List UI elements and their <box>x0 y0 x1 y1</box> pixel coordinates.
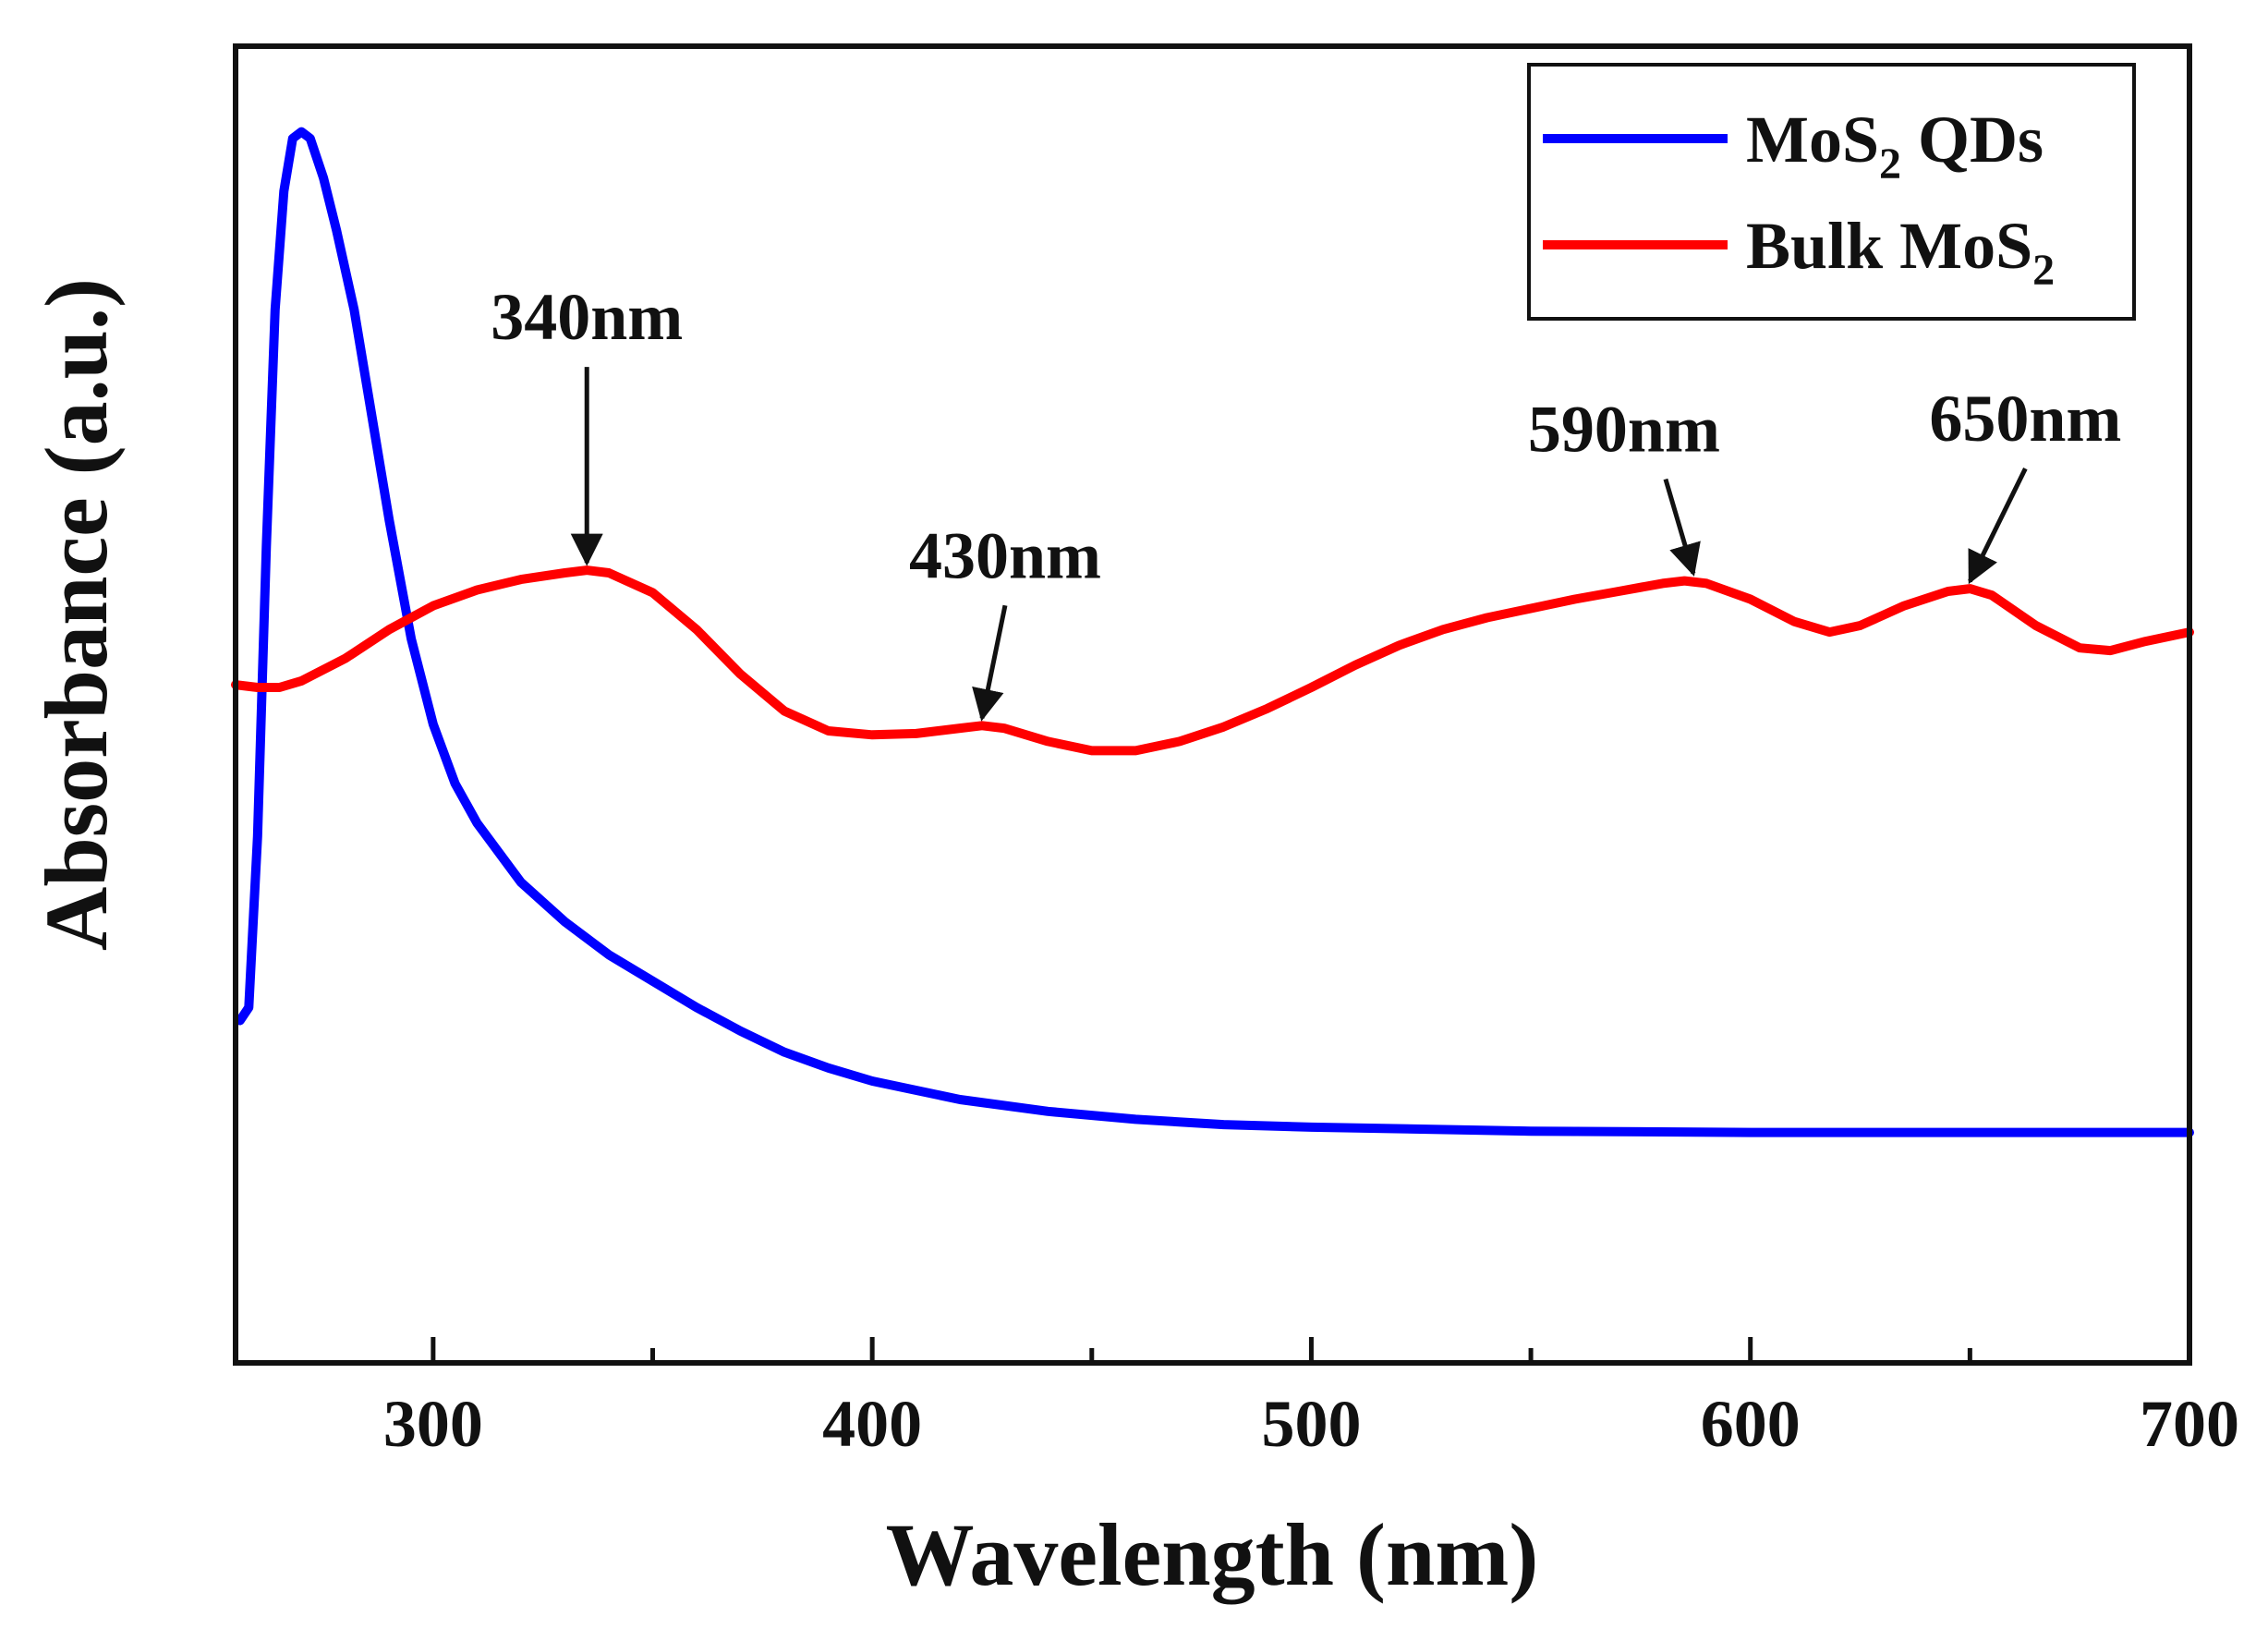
annotation-label: 430nm <box>909 518 1101 592</box>
annotation-layer: 340nm 430nm 590nm 650nm <box>491 280 2121 722</box>
series-layer <box>231 127 2194 1137</box>
legend-box <box>1527 63 2136 321</box>
annotation-label: 650nm <box>1929 382 2121 456</box>
annotation-arrow <box>972 604 1008 722</box>
plot-frame <box>233 43 2192 1366</box>
legend: MoS2 QDs Bulk MoS2 <box>1527 63 2136 321</box>
tick-layer: 300 400 500 600 700 <box>383 1337 2239 1461</box>
x-tick-label: 300 <box>383 1387 483 1461</box>
annotation-label: 590nm <box>1528 393 1720 467</box>
legend-label: Bulk MoS2 <box>1746 209 2055 295</box>
x-tick-label: 400 <box>822 1387 922 1461</box>
annotation-label: 340nm <box>491 280 683 354</box>
x-axis-title: Wavelength (nm) <box>886 1505 1539 1604</box>
annotation-arrow <box>1968 467 2028 585</box>
series-line-0 <box>235 127 2194 1137</box>
y-axis-title: Absorbance (a.u.) <box>27 278 126 951</box>
legend-label: MoS2 QDs <box>1746 103 2044 188</box>
x-tick-label: 600 <box>1701 1387 1801 1461</box>
annotation-arrow <box>1663 478 1701 577</box>
series-line-1 <box>231 565 2194 756</box>
x-tick-label: 500 <box>1261 1387 1361 1461</box>
x-tick-label: 700 <box>2140 1387 2239 1461</box>
